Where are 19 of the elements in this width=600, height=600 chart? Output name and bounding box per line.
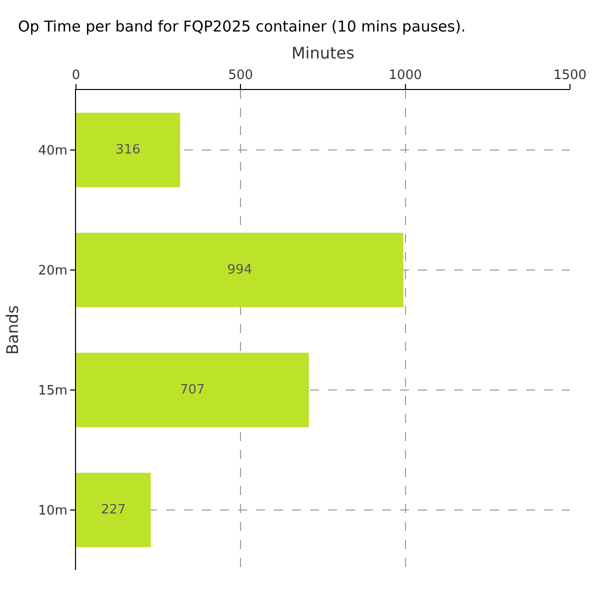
data-label: 316	[116, 142, 140, 158]
y-tick-label: 40m	[38, 144, 68, 159]
y-tick-label: 20m	[38, 264, 68, 279]
data-label: 227	[100, 502, 126, 518]
chart-title: Op Time per band for FQP2025 container (10 mins pauses).	[18, 18, 466, 36]
data-label: 707	[180, 382, 205, 398]
data-label: 994	[227, 262, 252, 278]
y-tick-label: 15m	[38, 384, 68, 399]
y-tick-label: 10m	[38, 504, 68, 519]
x-tick-label: 1000	[388, 68, 422, 83]
bar	[76, 112, 180, 188]
bar	[76, 472, 151, 548]
bar	[76, 352, 309, 428]
bar	[76, 232, 404, 308]
x-tick-label: 500	[228, 68, 254, 83]
x-tick-label: 0	[72, 68, 80, 83]
x-axis-title: Minutes	[292, 44, 354, 63]
x-tick-label: 1500	[553, 68, 587, 83]
y-axis-title: Bands	[3, 305, 22, 355]
